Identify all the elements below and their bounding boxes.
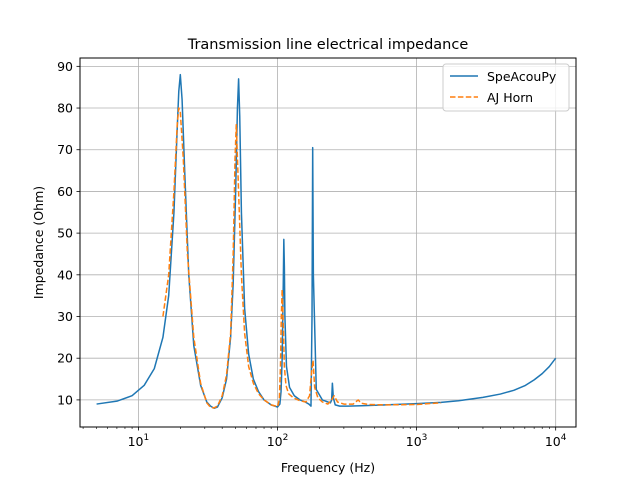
x-tick-label: 103 — [406, 433, 428, 449]
y-tick-label: 40 — [57, 267, 73, 282]
legend-label-speacoupy: SpeAcouPy — [487, 69, 557, 84]
series-layer — [96, 73, 557, 409]
y-tick-label: 30 — [57, 309, 73, 324]
plot-frame — [79, 57, 577, 428]
legend: SpeAcouPy AJ Horn — [442, 63, 570, 112]
y-tick-label: 50 — [57, 226, 73, 241]
y-tick-label: 90 — [57, 59, 73, 74]
chart-title: Transmission line electrical impedance — [187, 37, 469, 53]
x-tick-label: 101 — [128, 433, 150, 449]
x-tick-label: 104 — [545, 433, 567, 449]
y-tick-label: 20 — [57, 351, 73, 366]
grid — [80, 58, 576, 427]
y-tick-label: 70 — [57, 142, 73, 157]
legend-label-aj-horn: AJ Horn — [487, 90, 533, 105]
y-tick-label: 60 — [57, 184, 73, 199]
series-line-aj-horn — [162, 107, 442, 409]
y-tick-label: 80 — [57, 101, 73, 116]
x-tick-label: 102 — [267, 433, 289, 449]
y-axis-label: Impedance (Ohm) — [31, 186, 46, 299]
x-axis-label: Frequency (Hz) — [281, 460, 375, 475]
axes: 10 20 30 40 50 60 70 80 90 101 102 103 104 — [57, 59, 567, 449]
y-tick-label: 10 — [57, 392, 73, 407]
